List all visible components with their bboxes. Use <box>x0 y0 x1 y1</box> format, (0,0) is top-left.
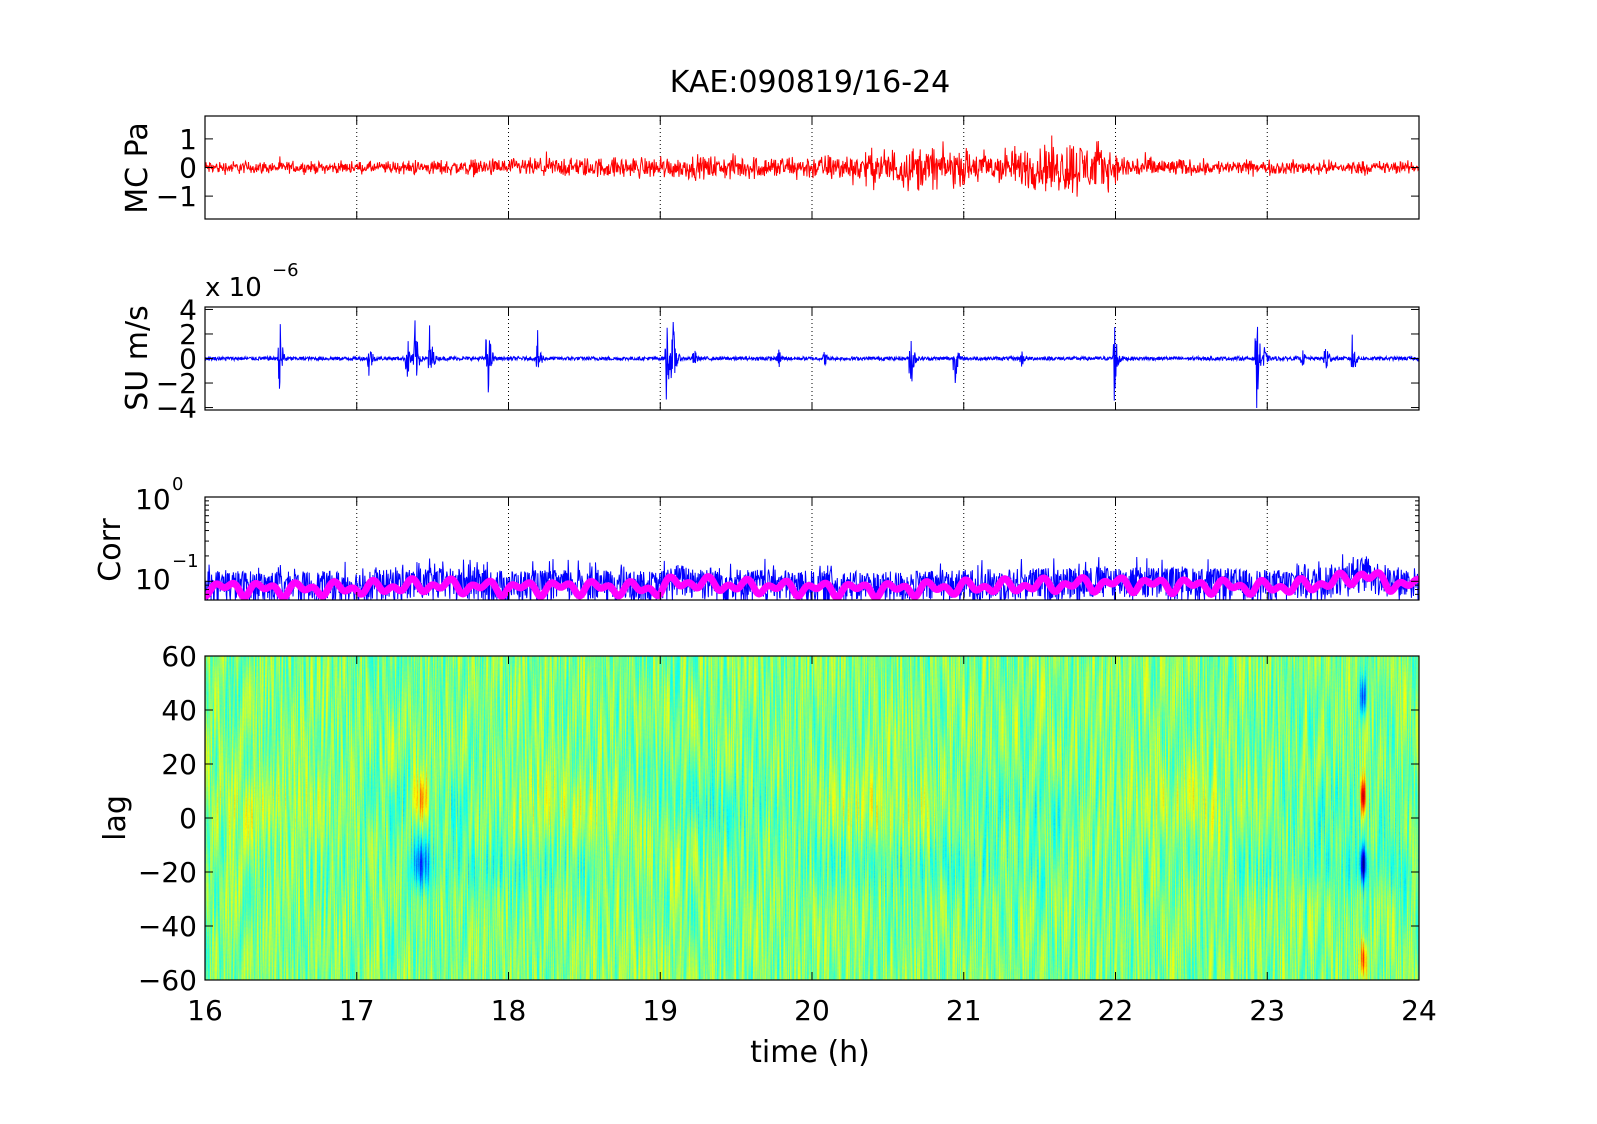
panel-velocity: 420−2−4 x 10 −6 SU m/s <box>120 260 1420 425</box>
lag-ytick-label: −40 <box>138 910 197 943</box>
pressure-ytick-label: −1 <box>156 180 197 213</box>
lag-ytick-label: 40 <box>161 694 197 727</box>
lag-ytick-label: −60 <box>138 964 197 997</box>
time-xtick-label: 20 <box>794 994 830 1027</box>
time-xlabel: time (h) <box>750 1035 870 1070</box>
velocity-trace <box>205 320 1419 408</box>
velocity-ytick-label: −2 <box>156 367 197 400</box>
chart-title: KAE:090819/16-24 <box>670 65 951 100</box>
pressure-series <box>205 135 1419 197</box>
corr-ytick-exp-0: 0 <box>172 474 183 495</box>
lag-ylabel: lag <box>98 795 133 841</box>
velocity-scale-label: x 10 <box>205 273 262 303</box>
velocity-ylabel: SU m/s <box>120 305 155 411</box>
pressure-ytick-label: 1 <box>179 123 197 156</box>
pressure-ytick-label: 0 <box>179 152 197 185</box>
corr-ytick-base-0: 10 <box>135 483 171 516</box>
panel-correlation: 10 0 10 −1 Corr <box>93 474 1420 601</box>
time-xtick-label: 21 <box>946 994 982 1027</box>
time-xtick-label: 19 <box>642 994 678 1027</box>
time-xtick-label: 24 <box>1401 994 1437 1027</box>
lag-heatmap <box>205 656 1419 980</box>
time-xtick-label: 18 <box>491 994 527 1027</box>
lag-ytick-label: 20 <box>161 748 197 781</box>
lag-heatmap-canvas <box>205 656 1419 980</box>
velocity-ytick-label: 0 <box>179 343 197 376</box>
corr-ylabel: Corr <box>93 518 128 582</box>
panel-pressure-yticks: 10−1 <box>156 116 1420 219</box>
velocity-series <box>205 320 1419 408</box>
pressure-trace <box>205 135 1419 197</box>
lag-ytick-label: 0 <box>179 802 197 835</box>
time-xtick-label: 16 <box>187 994 223 1027</box>
pressure-ylabel: MC Pa <box>120 122 155 214</box>
time-xtick-label: 22 <box>1098 994 1134 1027</box>
corr-magenta-trace <box>205 569 1419 600</box>
panel-correlation-yticks <box>204 496 1420 601</box>
panel-pressure: 10−1 MC Pa <box>120 115 1420 220</box>
panel-velocity-yticks: 420−2−4 <box>156 293 1420 425</box>
corr-ytick-exp-1: −1 <box>172 551 199 572</box>
time-xtick-label: 23 <box>1249 994 1285 1027</box>
time-xtick-label: 17 <box>339 994 375 1027</box>
velocity-scale-exponent: −6 <box>272 260 299 281</box>
corr-ytick-base-1: 10 <box>135 563 171 596</box>
velocity-ytick-label: −4 <box>156 392 197 425</box>
lag-ytick-label: −20 <box>138 856 197 889</box>
velocity-ytick-label: 4 <box>179 293 197 326</box>
velocity-ytick-label: 2 <box>179 318 197 351</box>
lag-ytick-label: 60 <box>161 640 197 673</box>
